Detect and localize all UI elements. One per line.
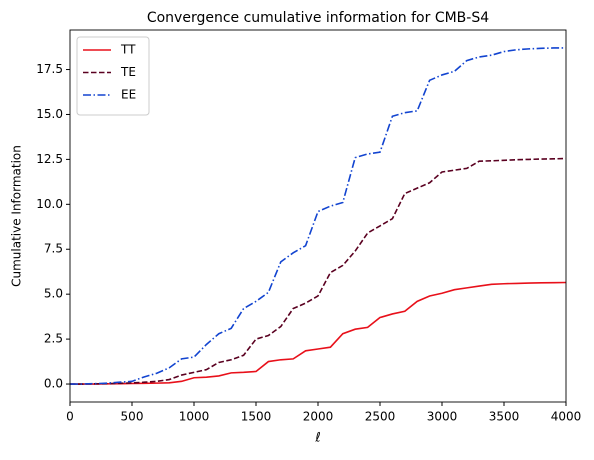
y-tick-label: 10.0 [36, 197, 63, 211]
series-line [70, 281, 567, 385]
y-tick-label: 0.0 [44, 377, 63, 391]
y-tick-label: 12.5 [36, 152, 63, 166]
series-line [70, 47, 566, 385]
x-tick-label: 1000 [179, 410, 210, 424]
x-tick-label: 0 [66, 410, 74, 424]
y-tick-label: 17.5 [36, 62, 63, 76]
series-line [70, 157, 567, 385]
y-tick-label: 7.5 [44, 242, 63, 256]
y-tick-label: 15.0 [36, 107, 63, 121]
chart-title: Convergence cumulative information for C… [147, 10, 489, 26]
x-tick-label: 3500 [489, 410, 520, 424]
x-tick-label: 2500 [365, 410, 396, 424]
plot-frame [69, 29, 567, 403]
legend-label: TE [120, 65, 136, 79]
x-tick-label: 2000 [303, 410, 334, 424]
y-axis-label: Cumulative Information [10, 145, 24, 287]
y-tick-label: 2.5 [44, 332, 63, 346]
legend-label: EE [121, 88, 136, 102]
y-tick-label: 5.0 [44, 287, 63, 301]
x-tick-label: 500 [121, 410, 144, 424]
x-tick-label: 4000 [551, 410, 582, 424]
x-axis-label: ℓ [314, 431, 320, 446]
x-tick-label: 3000 [427, 410, 458, 424]
x-tick-label: 1500 [241, 410, 272, 424]
legend-label: TT [120, 43, 136, 57]
legend-box [76, 36, 150, 116]
